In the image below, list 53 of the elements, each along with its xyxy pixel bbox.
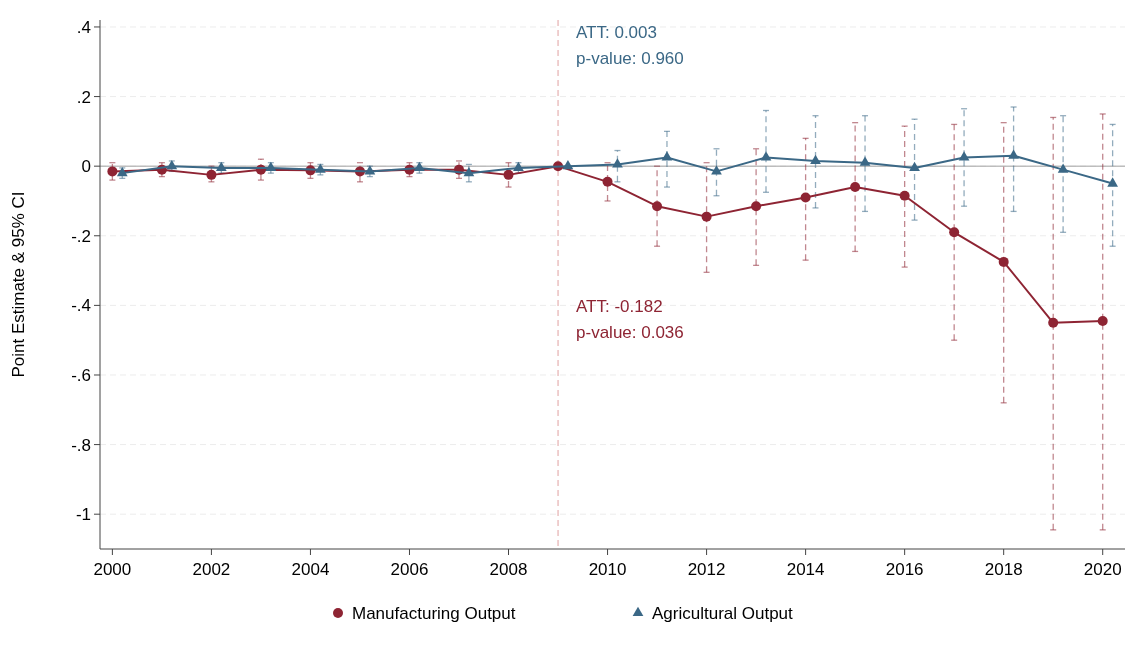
- point: [602, 176, 613, 187]
- x-tick-label: 2020: [1083, 560, 1122, 579]
- x-tick-label: 2002: [192, 560, 231, 579]
- point: [899, 190, 910, 201]
- point: [958, 151, 970, 161]
- point: [810, 154, 821, 165]
- x-tick-label: 2016: [885, 560, 924, 579]
- annotation: ATT: -0.182: [576, 297, 663, 317]
- point: [463, 166, 475, 177]
- point: [850, 182, 861, 193]
- point: [701, 211, 712, 222]
- point: [1048, 317, 1059, 328]
- point: [661, 151, 673, 161]
- y-tick-label: -.2: [71, 226, 91, 246]
- annotation: p-value: 0.960: [576, 49, 684, 68]
- y-tick-label: .4: [76, 17, 91, 37]
- y-tick-label: -.6: [71, 365, 91, 385]
- x-tick-label: 2008: [489, 560, 528, 579]
- y-axis-title: Point Estimate & 95% CI: [9, 191, 28, 378]
- legend-label: Agricultural Output: [652, 603, 794, 623]
- point: [800, 192, 811, 203]
- point: [206, 169, 217, 180]
- y-tick-label: -.4: [71, 296, 91, 316]
- y-tick-label: .2: [76, 87, 91, 107]
- x-tick-label: 2012: [687, 560, 726, 579]
- point: [859, 156, 871, 166]
- point: [1097, 316, 1108, 327]
- point: [711, 165, 722, 175]
- point: [949, 227, 960, 238]
- y-tick-label: -.8: [71, 435, 91, 455]
- x-tick-label: 2006: [390, 560, 429, 579]
- point: [1008, 149, 1019, 159]
- x-tick-label: 2000: [93, 560, 132, 579]
- point: [107, 166, 118, 177]
- point: [1057, 163, 1069, 173]
- x-tick-label: 2014: [786, 560, 825, 579]
- point: [998, 256, 1009, 267]
- point: [760, 151, 772, 161]
- point: [652, 201, 663, 212]
- legend-label: Manufacturing Output: [352, 603, 516, 623]
- point: [612, 158, 623, 168]
- point: [1107, 177, 1118, 187]
- point: [751, 201, 762, 212]
- point: [503, 169, 514, 180]
- y-tick-label: -1: [75, 505, 91, 525]
- annotation: ATT: 0.003: [576, 23, 657, 42]
- point: [562, 159, 574, 170]
- x-tick-label: 2004: [291, 560, 330, 579]
- point: [909, 161, 920, 172]
- y-tick-label: 0: [81, 157, 91, 177]
- x-tick-label: 2010: [588, 560, 627, 579]
- annotation: p-value: 0.036: [576, 323, 684, 343]
- x-tick-label: 2018: [984, 560, 1023, 579]
